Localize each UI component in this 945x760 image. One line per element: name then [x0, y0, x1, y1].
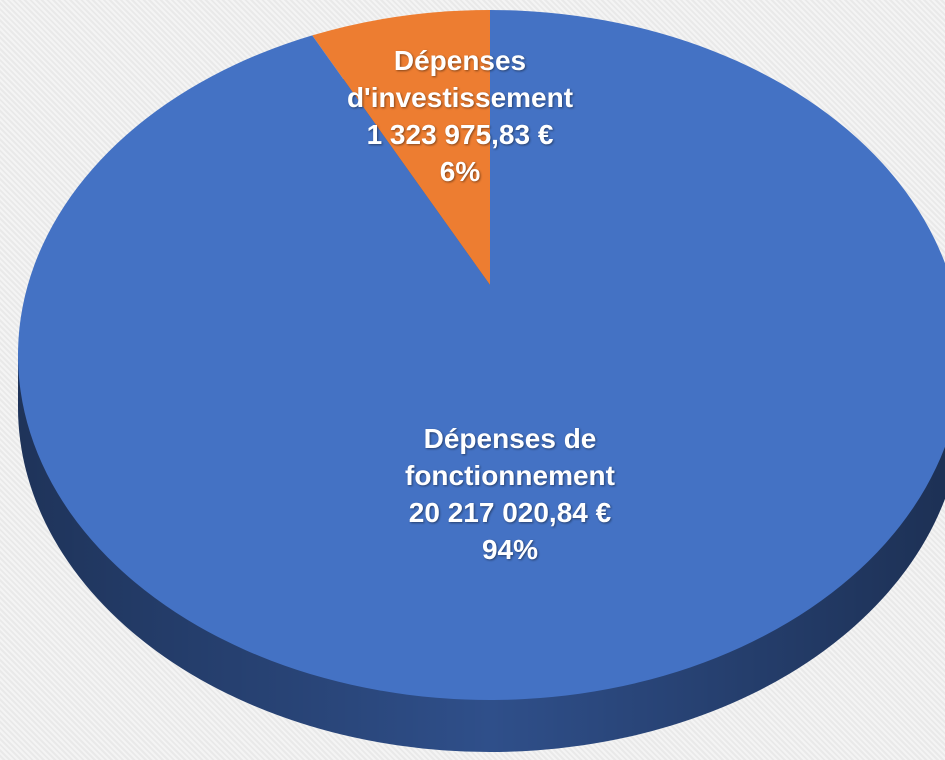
pie-slice	[18, 10, 945, 700]
slice-label: Dépenses de fonctionnement 20 217 020,84…	[375, 420, 645, 568]
slice-label: Dépenses d'investissement 1 323 975,83 €…	[305, 42, 615, 190]
value-label: 20 217 020,84 €	[408, 497, 612, 528]
category-label: Dépenses d'investissement	[346, 45, 574, 113]
category-label: Dépenses de fonctionnement	[405, 423, 615, 491]
percent-label: 94%	[481, 534, 539, 565]
percent-label: 6%	[439, 156, 481, 187]
pie-slices	[18, 10, 945, 700]
pie-slice	[312, 10, 490, 285]
value-label: 1 323 975,83 €	[366, 119, 554, 150]
